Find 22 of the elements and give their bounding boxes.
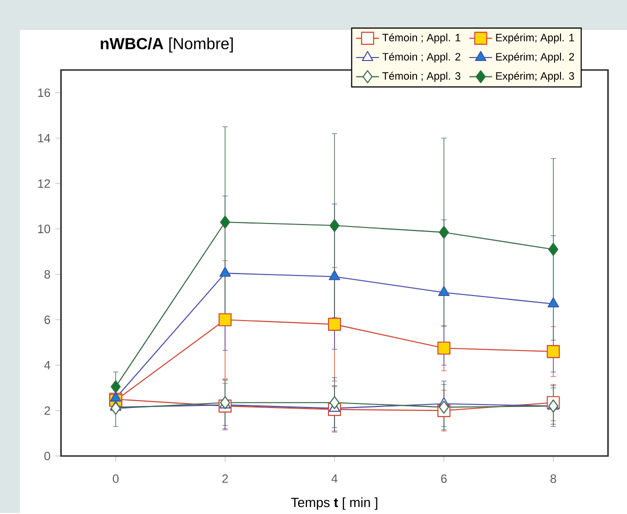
x-tick-label: 6 <box>441 474 447 483</box>
y-tick-label: 16 <box>38 88 50 97</box>
x-tick-label: 8 <box>550 474 556 483</box>
y-tick-label: 10 <box>38 224 50 234</box>
x-tick-label: 0 <box>112 474 119 483</box>
legend-label: Témoin ; Appl. 3 <box>382 72 460 82</box>
x-axis-title: Temps t [ min ] <box>291 497 378 510</box>
legend-label: Expérim; Appl. 3 <box>496 72 574 82</box>
y-tick-label: 8 <box>44 270 50 278</box>
y-tick-label: 14 <box>38 134 50 142</box>
legend-label: Expérim; Appl. 1 <box>496 33 574 44</box>
legend-label: Expérim; Appl. 2 <box>496 52 574 63</box>
legend-label: Témoin ; Appl. 1 <box>382 33 460 44</box>
x-tick-label: 4 <box>331 474 338 483</box>
y-tick-label: 12 <box>38 179 50 188</box>
legend-label: Témoin ; Appl. 2 <box>382 52 460 63</box>
y-tick-label: 0 <box>44 452 50 460</box>
y-tick-label: 6 <box>44 315 50 324</box>
x-tick-label: 2 <box>222 474 228 483</box>
chart-title: nWBC/A [Nombre] <box>100 37 233 52</box>
y-tick-label: 2 <box>44 406 50 415</box>
y-tick-label: 4 <box>44 360 50 370</box>
